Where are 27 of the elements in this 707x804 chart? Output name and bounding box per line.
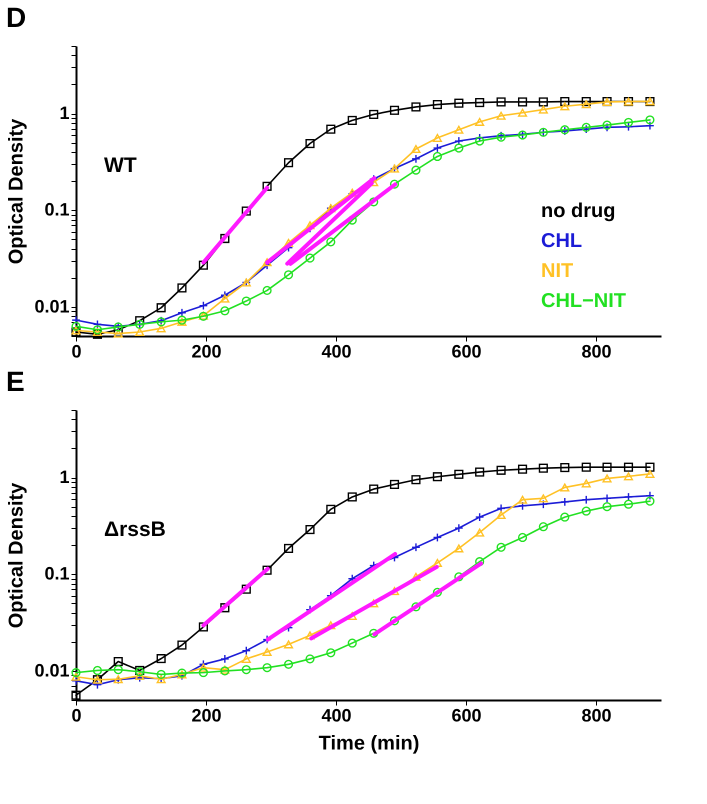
x-tick-label: 400: [321, 342, 352, 362]
x-tick-label: 400: [321, 706, 352, 726]
x-tick-label: 0: [71, 706, 82, 726]
y-axis-title: Optical Density: [5, 482, 28, 628]
text: no drug: [541, 200, 616, 222]
y-tick-label: 1: [59, 467, 70, 488]
x-tick-label: 800: [581, 706, 612, 726]
y-axis-title: Optical Density: [5, 118, 28, 264]
x-tick-label: 600: [451, 706, 482, 726]
annotation: ΔrssB: [104, 518, 166, 541]
x-tick-label: 800: [581, 342, 612, 362]
text: CHL: [541, 230, 582, 252]
x-tick-label: 600: [451, 342, 482, 362]
y-tick-label: 0.01: [34, 296, 70, 316]
text: NIT: [541, 260, 574, 282]
x-tick-label: 0: [71, 342, 82, 362]
y-tick-label: 0.1: [44, 200, 70, 220]
annotation: WT: [104, 154, 137, 177]
x-tick-label: 200: [191, 706, 222, 726]
x-axis-title: Time (min): [318, 732, 420, 754]
x-tick-label: 200: [191, 342, 222, 362]
chart-title: D: [6, 2, 26, 33]
y-tick-label: 0.01: [34, 660, 70, 680]
y-tick-label: 1: [59, 103, 70, 124]
chart-title: E: [6, 366, 25, 397]
y-tick-label: 0.1: [44, 564, 70, 584]
text: CHL−NIT: [541, 290, 626, 312]
